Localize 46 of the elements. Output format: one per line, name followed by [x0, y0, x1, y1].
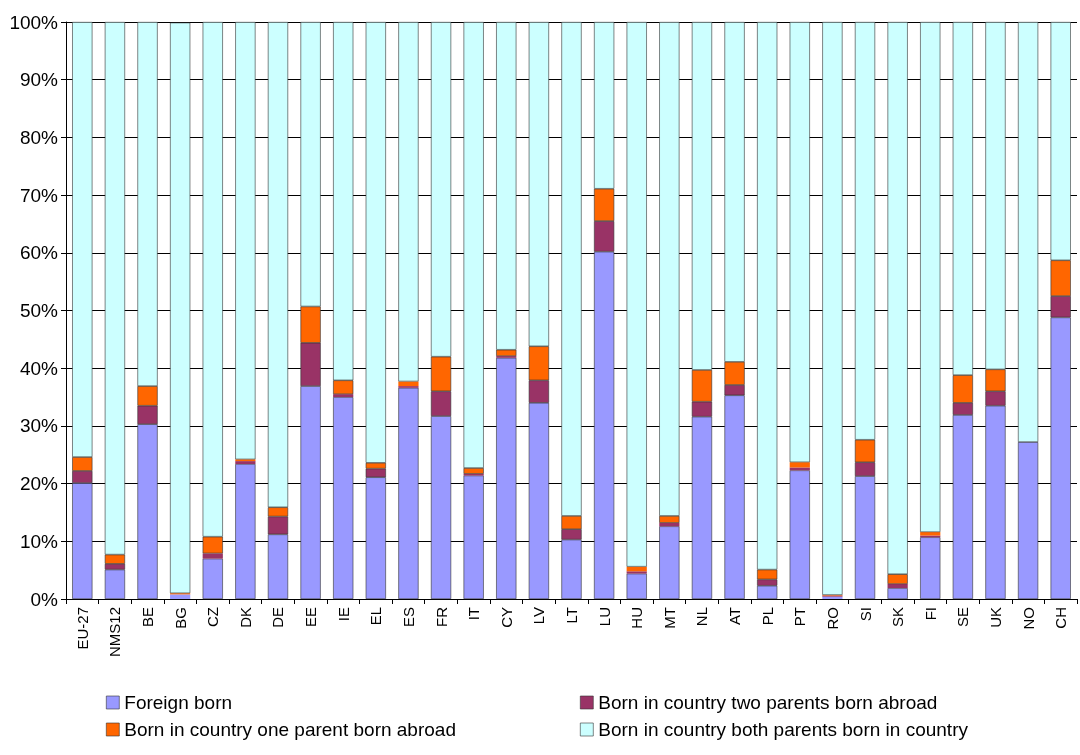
x-tick-label: EE: [302, 607, 320, 628]
x-tick-label: BE: [139, 607, 157, 628]
x-tick-label: FR: [432, 606, 450, 627]
x-tick-label: CH: [1052, 607, 1070, 629]
x-tick-label: ES: [399, 607, 417, 628]
y-tick-label: 30%: [19, 415, 59, 437]
y-tick-label: 50%: [19, 300, 59, 321]
y-tick-label: 60%: [19, 242, 59, 264]
x-tick-label: NL: [693, 607, 711, 627]
x-tick-label: EU-27: [73, 607, 91, 650]
y-tick-label: 20%: [19, 473, 59, 495]
y-tick-label: 0%: [30, 588, 59, 610]
y-tick-label: 40%: [19, 357, 59, 379]
x-tick-label: FI: [921, 607, 939, 621]
x-tick-label: LV: [530, 607, 548, 625]
x-tick-label: IE: [334, 607, 352, 622]
legend-label: Born in country two parents born abroad: [598, 692, 938, 713]
x-tick-label: LU: [595, 607, 613, 627]
x-tick-label: SE: [954, 607, 972, 628]
legend-label: Born in country both parents born in country: [598, 719, 969, 740]
legend-label: Foreign born: [124, 692, 233, 713]
x-tick-label: LT: [563, 607, 580, 624]
x-tick-label: AT: [726, 607, 744, 626]
y-tick-label: 100%: [9, 11, 59, 33]
x-tick-label: CZ: [204, 607, 222, 627]
x-tick-label: PT: [791, 607, 809, 627]
y-tick-label: 90%: [19, 69, 59, 91]
x-tick-label: DE: [269, 607, 287, 628]
y-tick-label: 10%: [19, 530, 59, 552]
x-tick-label: HU: [628, 607, 646, 629]
x-tick-label: SI: [856, 607, 874, 622]
x-tick-label: DK: [236, 607, 254, 628]
x-tick-label: PL: [758, 607, 776, 626]
x-tick-label: RO: [823, 607, 841, 630]
x-tick-label: BG: [171, 607, 189, 629]
x-tick-label: NMS12: [106, 607, 124, 658]
x-tick-label: MT: [660, 607, 678, 629]
x-tick-label: IT: [465, 607, 483, 621]
y-tick-label: 80%: [19, 126, 59, 148]
x-tick-label: SK: [889, 607, 907, 628]
x-tick-label: UK: [986, 607, 1004, 628]
x-tick-label: NO: [1019, 607, 1037, 630]
x-tick-label: EL: [367, 607, 385, 626]
legend-label: Born in country one parent born abroad: [124, 719, 456, 740]
y-tick-label: 70%: [19, 184, 59, 206]
x-tick-label: CY: [497, 607, 515, 628]
